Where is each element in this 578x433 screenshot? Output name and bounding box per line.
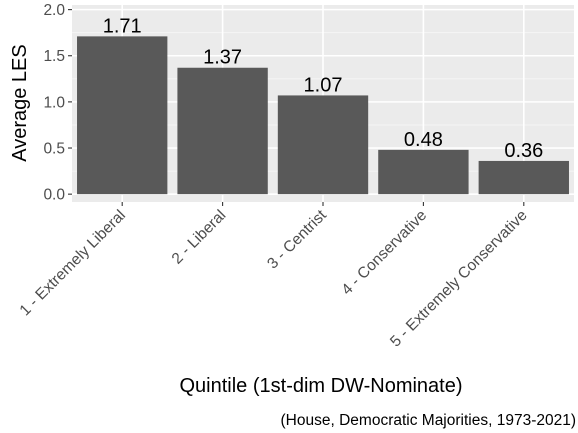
x-tick-label: 4 - Conservative bbox=[338, 207, 430, 299]
data-label: 1.37 bbox=[203, 47, 242, 69]
bar bbox=[177, 67, 268, 195]
data-labels: 1.71 1.37 1.07 0.48 0.36 bbox=[103, 15, 544, 162]
data-label: 0.36 bbox=[504, 140, 543, 162]
y-tick-label: 1.0 bbox=[43, 94, 65, 111]
bar bbox=[478, 160, 569, 195]
x-axis: 1 - Extremely Liberal 2 - Liberal 3 - Cent… bbox=[16, 202, 531, 350]
bar bbox=[77, 36, 168, 195]
data-label: 0.48 bbox=[404, 129, 443, 151]
y-tick-label: 0.5 bbox=[43, 141, 65, 158]
x-axis-title: Quintile (1st-dim DW-Nominate) bbox=[179, 375, 462, 397]
y-tick-label: 0.0 bbox=[43, 187, 65, 204]
y-axis: 0.0 0.5 1.0 1.5 2.0 bbox=[43, 2, 72, 204]
bars bbox=[77, 36, 569, 195]
bar bbox=[378, 149, 469, 195]
x-tick-label: 1 - Extremely Liberal bbox=[16, 207, 129, 320]
data-label: 1.71 bbox=[103, 15, 142, 37]
y-tick-label: 1.5 bbox=[43, 48, 65, 65]
bar bbox=[277, 95, 369, 195]
x-tick-label: 2 - Liberal bbox=[169, 207, 230, 268]
chart-caption: (House, Democratic Majorities, 1973-2021… bbox=[281, 412, 576, 429]
y-tick-label: 2.0 bbox=[43, 2, 65, 19]
y-axis-title: Average LES bbox=[9, 44, 31, 162]
data-label: 1.07 bbox=[304, 74, 343, 96]
x-tick-label: 3 - Centrist bbox=[264, 206, 330, 272]
